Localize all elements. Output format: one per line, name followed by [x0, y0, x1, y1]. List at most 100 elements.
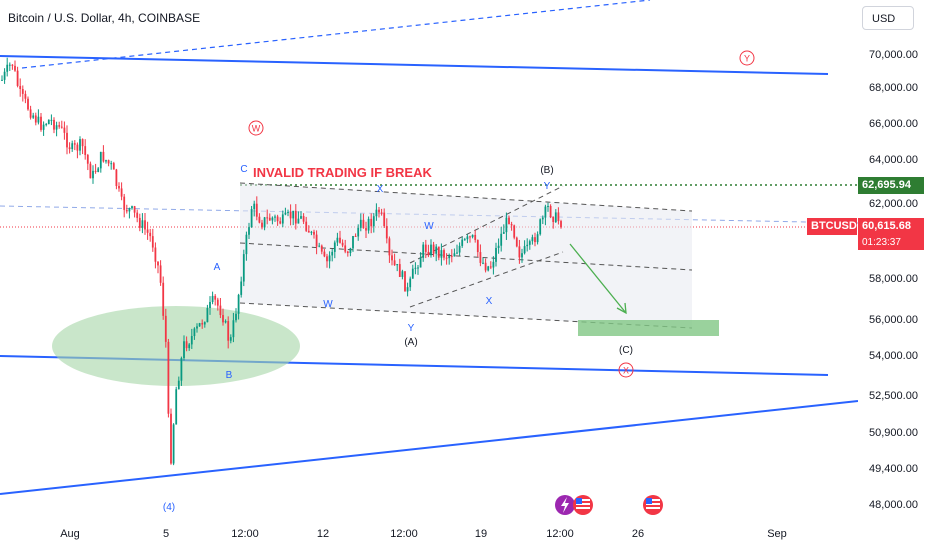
candle-body [63, 127, 66, 133]
time-axis[interactable]: Aug 5 12:00 12 12:00 19 12:00 26 Sep [0, 520, 858, 550]
candle-body [29, 109, 32, 118]
candle-body [146, 229, 149, 233]
flat-correction-zone[interactable] [240, 183, 692, 328]
candle-body [94, 170, 97, 172]
time-tick: 12:00 [390, 528, 418, 540]
candle-body [235, 313, 237, 321]
candle-body [440, 250, 443, 258]
wave-c-paren-label[interactable]: (C) [619, 345, 633, 356]
candle-body [445, 257, 448, 259]
target-zone-box[interactable] [578, 320, 719, 336]
candle-body [45, 124, 48, 126]
candle-body [336, 237, 339, 243]
support-ellipse[interactable] [52, 306, 300, 386]
zone-mid-line[interactable] [239, 242, 693, 271]
candle-body [443, 250, 445, 258]
candle-body [162, 282, 165, 316]
candlestick-series[interactable] [1, 57, 562, 466]
candle-body [141, 220, 144, 228]
last-price-tag[interactable]: 60,615.68 [858, 218, 924, 235]
candle-body [1, 79, 3, 81]
candle-body [274, 216, 276, 218]
candle-body [99, 151, 102, 169]
wave-4-label[interactable]: (4) [163, 502, 175, 513]
zone-top-line[interactable] [239, 182, 693, 212]
wave-y2-label[interactable]: Y [544, 181, 551, 192]
wave-c-label[interactable]: C [240, 164, 247, 175]
candle-body [81, 139, 84, 147]
wave-b-paren-label[interactable]: (B) [540, 165, 553, 176]
candle-body [474, 234, 477, 241]
candle-body [339, 237, 341, 243]
us-flag-event-icon[interactable] [573, 495, 593, 515]
blue-dashed-horizontal[interactable] [0, 205, 858, 224]
candle-body [188, 344, 191, 349]
candle-body [479, 252, 482, 263]
candle-body [349, 248, 352, 254]
candle-body [528, 241, 531, 245]
wave-a-label[interactable]: A [214, 262, 221, 273]
candle-body [211, 295, 214, 302]
candle-body [437, 246, 440, 258]
upper-dashed-trendline[interactable] [21, 0, 651, 69]
candle-body [97, 168, 100, 172]
wave-a-paren-label[interactable]: (A) [404, 337, 417, 348]
candle-body [250, 209, 253, 228]
candle-body [385, 226, 388, 239]
candle-body [315, 234, 318, 247]
time-tick: 12:00 [231, 528, 259, 540]
level-price-tag[interactable]: 62,695.94 [858, 177, 924, 194]
candle-body [281, 214, 284, 224]
candle-body [118, 186, 120, 189]
chart-plot-area[interactable]: INVALID TRADING IF BREAK W Y X C A B (4)… [0, 0, 858, 520]
price-axis[interactable]: 70,000.00 68,000.00 66,000.00 64,000.00 … [858, 0, 932, 550]
candle-body [263, 217, 266, 228]
candle-body [422, 244, 425, 258]
candle-body [484, 262, 487, 271]
wave-w1-label[interactable]: W [323, 299, 333, 310]
wave-w2-label[interactable]: W [424, 221, 434, 232]
currency-selector[interactable]: USD [862, 6, 914, 30]
candle-body [214, 295, 217, 300]
candle-body [495, 247, 497, 262]
candle-body [508, 217, 510, 225]
circled-y-label[interactable]: Y [739, 50, 755, 66]
circled-x-label[interactable]: X [618, 362, 634, 378]
candle-body [193, 328, 196, 337]
circled-w-label[interactable]: W [248, 120, 264, 136]
us-flag-event-icon[interactable] [643, 495, 663, 515]
inner-channel-lower[interactable] [409, 251, 564, 308]
candle-body [32, 115, 35, 118]
wave-x1-label[interactable]: X [377, 184, 384, 195]
candle-body [92, 170, 94, 179]
candle-body [497, 245, 500, 248]
chart-canvas[interactable]: INVALID TRADING IF BREAK W Y X C A B (4)… [0, 0, 858, 520]
wave-y1-label[interactable]: Y [408, 323, 415, 334]
price-tick: 50,900.00 [869, 427, 918, 439]
candle-body [149, 232, 152, 237]
candle-body [209, 301, 211, 309]
candle-body [224, 321, 227, 323]
wave-x2-label[interactable]: X [486, 296, 493, 307]
symbol-title[interactable]: Bitcoin / U.S. Dollar, 4h, COINBASE [8, 11, 201, 25]
wave-b-label[interactable]: B [226, 370, 233, 381]
lightning-event-icon[interactable] [555, 495, 575, 515]
candle-body [432, 244, 435, 254]
candle-body [268, 217, 271, 221]
candle-body [383, 212, 386, 227]
candle-body [84, 146, 87, 155]
lower-channel-line[interactable] [0, 400, 858, 495]
candle-body [66, 132, 68, 148]
zone-bottom-line[interactable] [239, 302, 693, 329]
candle-body [180, 358, 183, 381]
upper-channel-line[interactable] [0, 55, 829, 75]
candle-body [393, 260, 396, 266]
candle-body [560, 221, 562, 228]
candle-body [531, 237, 534, 242]
projection-arrow[interactable] [569, 243, 627, 314]
candle-body [284, 212, 287, 215]
invalid-trading-note[interactable]: INVALID TRADING IF BREAK [253, 165, 432, 180]
symbol-tag[interactable]: BTCUSD [807, 218, 857, 235]
candle-body [326, 256, 328, 262]
